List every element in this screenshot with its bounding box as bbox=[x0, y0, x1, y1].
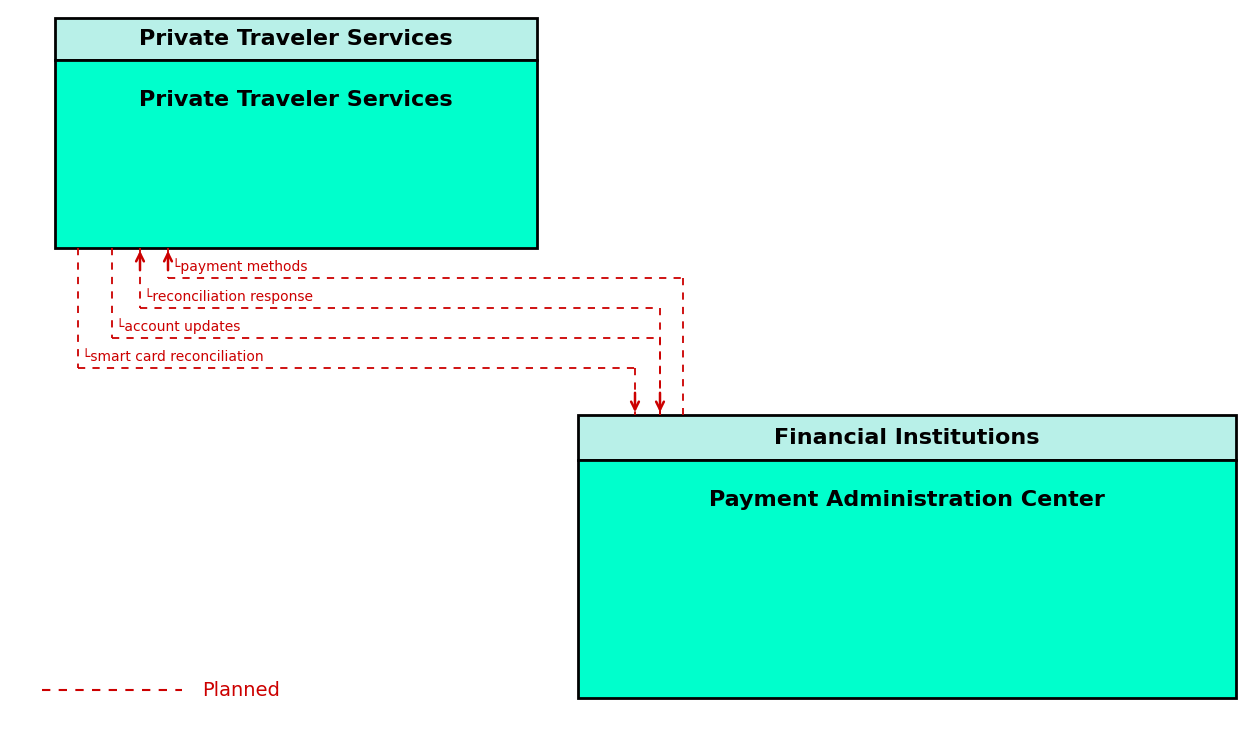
Text: Private Traveler Services: Private Traveler Services bbox=[139, 90, 453, 110]
Bar bbox=[578, 460, 1236, 698]
Text: └smart card reconciliation: └smart card reconciliation bbox=[81, 350, 264, 364]
Text: Private Traveler Services: Private Traveler Services bbox=[139, 29, 453, 49]
Text: Payment Administration Center: Payment Administration Center bbox=[709, 490, 1106, 510]
Text: └payment methods: └payment methods bbox=[172, 258, 308, 274]
Text: Planned: Planned bbox=[202, 681, 280, 699]
Text: └reconciliation response: └reconciliation response bbox=[144, 288, 313, 304]
Bar bbox=[55, 60, 537, 248]
Text: Financial Institutions: Financial Institutions bbox=[774, 428, 1039, 447]
Bar bbox=[55, 18, 537, 60]
Text: └account updates: └account updates bbox=[116, 318, 240, 334]
Bar bbox=[578, 415, 1236, 460]
